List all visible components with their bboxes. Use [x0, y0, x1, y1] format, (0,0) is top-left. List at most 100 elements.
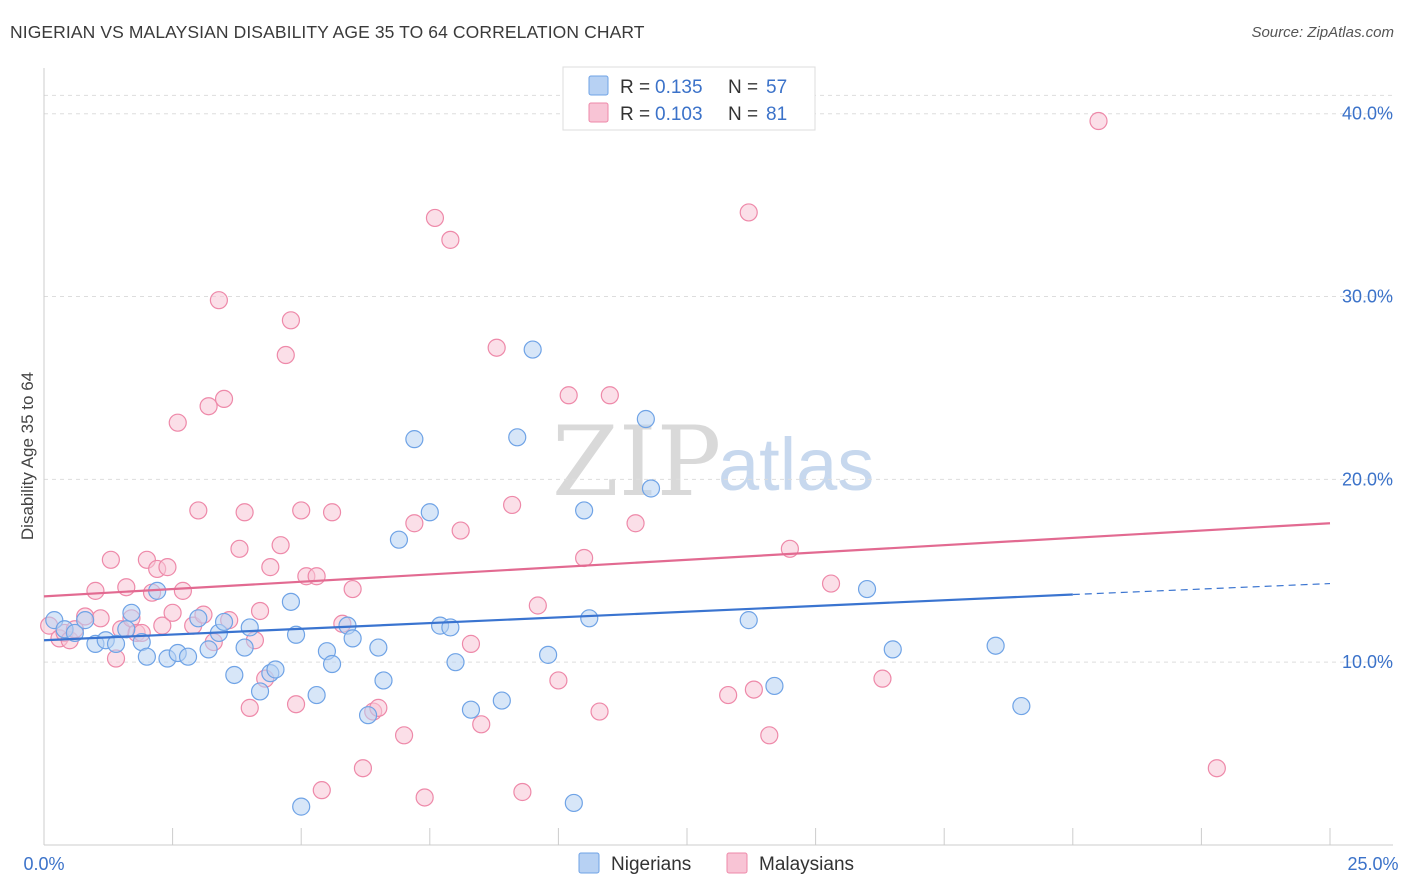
x-tick-label-max: 25.0%: [1347, 854, 1398, 874]
y-tick-label: 40.0%: [1342, 104, 1393, 124]
malaysians-point: [487, 338, 506, 357]
nigerians-point: [307, 685, 326, 705]
nigerians-point: [240, 618, 259, 637]
nigerians-point: [189, 609, 208, 628]
nigerians-point: [358, 706, 378, 725]
series-nigerians: [45, 340, 1031, 816]
nigerians-point: [523, 340, 542, 359]
malaysians-point: [503, 495, 522, 515]
malaysians-point: [513, 782, 532, 802]
legend-r-label-1: R =: [620, 77, 650, 98]
legend-r-label-2: R =: [620, 104, 650, 125]
y-tick-label: 20.0%: [1342, 469, 1393, 489]
malaysians-point: [415, 788, 434, 807]
y-tick-label: 10.0%: [1342, 652, 1393, 672]
x-tick-label-min: 0.0%: [23, 854, 64, 874]
malaysians-point: [394, 726, 414, 745]
malaysians-point: [163, 603, 182, 622]
nigerians-point: [322, 654, 342, 674]
nigerians-point: [420, 503, 439, 522]
nigerians-point: [492, 691, 511, 710]
watermark-atlas: atlas: [718, 423, 874, 506]
nigerians-point: [389, 530, 409, 549]
nigerians-point: [76, 611, 95, 630]
nigerians-point: [225, 665, 244, 685]
nigerians-point: [539, 645, 558, 664]
malaysians-point: [173, 581, 192, 600]
malaysians-point: [590, 702, 609, 721]
malaysians-point: [158, 558, 177, 577]
malaysians-point: [1089, 111, 1108, 131]
malaysians-point: [261, 558, 280, 577]
malaysians-point: [276, 345, 295, 365]
nigerians-point: [178, 647, 198, 666]
x-ticks: [43, 828, 1331, 845]
malaysians-point: [250, 601, 270, 621]
nigerians-point: [883, 640, 902, 659]
malaysians-point: [873, 669, 892, 688]
malaysians-point: [719, 685, 738, 705]
legend-n-value-1: 57: [766, 77, 787, 98]
nigerians-point: [117, 620, 136, 639]
malaysians-point: [101, 550, 120, 569]
malaysians-point: [575, 548, 594, 568]
nigerians-point: [369, 638, 388, 657]
nigerians-point: [286, 625, 306, 644]
nigerians-point: [199, 640, 218, 659]
malaysians-point: [214, 389, 234, 409]
malaysians-point: [549, 671, 568, 690]
nigerians-point: [641, 479, 661, 498]
bottom-legend-label-nigerians: Nigerians: [611, 854, 691, 875]
malaysians-point: [353, 759, 373, 778]
y-tick-label: 30.0%: [1342, 287, 1393, 307]
chart-title: NIGERIAN VS MALAYSIAN DISABILITY AGE 35 …: [10, 22, 645, 42]
nigerians-point: [250, 682, 270, 701]
malaysians-point: [240, 698, 259, 717]
nigerians-point: [580, 609, 599, 628]
legend-n-label-1: N =: [728, 77, 758, 98]
legend-n-label-2: N =: [728, 104, 758, 125]
nigerians-point: [235, 638, 254, 657]
nigerians-point: [266, 660, 285, 679]
legend-r-value-2: 0.103: [655, 104, 703, 125]
series-malaysians: [40, 111, 1226, 807]
malaysians-point: [189, 501, 208, 520]
legend-swatch-nigerians: [588, 75, 609, 96]
nigerians-point: [405, 430, 424, 449]
nigerians-point: [446, 653, 465, 672]
malaysians-point: [117, 578, 136, 597]
nigerians-point: [106, 634, 126, 653]
malaysians-point: [209, 291, 228, 310]
nigerians-point: [374, 671, 393, 690]
nigerians-point: [564, 793, 583, 813]
grid-lines: [44, 94, 1393, 663]
legend-n-value-2: 81: [766, 104, 787, 125]
nigerians-point: [857, 579, 877, 599]
malaysians-point: [405, 514, 424, 533]
source-label: Source: ZipAtlas.com: [1251, 24, 1394, 41]
bottom-legend-swatch-nigerians: [578, 852, 600, 874]
legend-swatch-malaysians: [588, 102, 609, 123]
malaysians-point: [451, 521, 470, 540]
malaysians-point: [626, 514, 645, 533]
malaysians-point: [199, 397, 218, 416]
nigerians-point: [575, 501, 594, 520]
nigerians-point: [214, 612, 234, 632]
series-legend: Nigerians Malaysians: [578, 852, 854, 875]
malaysians-point: [235, 503, 254, 522]
nigerians-point: [137, 647, 156, 666]
malaysians-point: [528, 596, 547, 615]
legend-r-value-1: 0.135: [655, 77, 703, 98]
nigerians-point: [636, 409, 655, 429]
nigerians-point: [986, 636, 1005, 655]
trendline-nigerians-extension: [1072, 582, 1331, 596]
trendline-malaysians: [43, 522, 1331, 598]
malaysians-point: [1207, 759, 1226, 778]
nigerians-point: [122, 603, 141, 622]
malaysians-point: [472, 715, 491, 734]
nigerians-point: [461, 700, 481, 719]
nigerians-point: [343, 629, 362, 648]
watermark-zip: ZIP: [552, 406, 721, 518]
malaysians-point: [760, 726, 779, 745]
